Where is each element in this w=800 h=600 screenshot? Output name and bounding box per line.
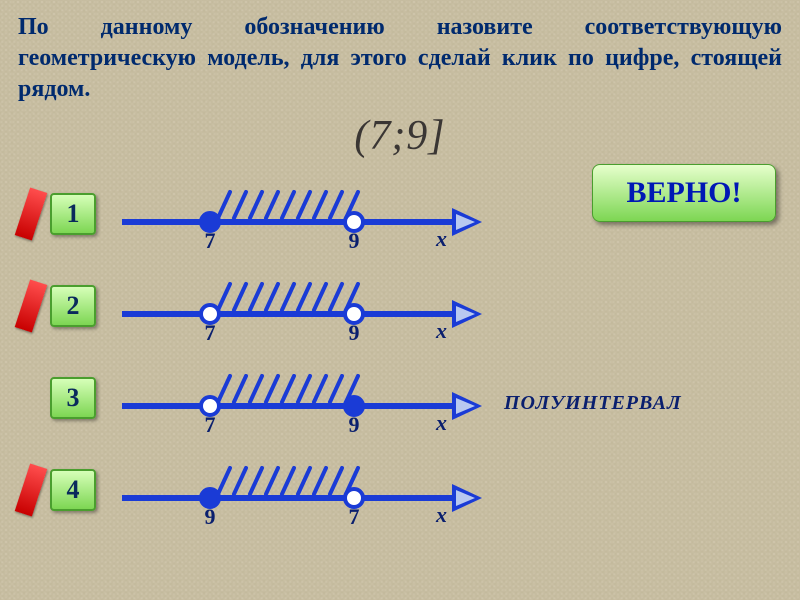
number-line: 7 9 x [122,266,482,346]
wrong-marker [15,279,48,332]
svg-text:7: 7 [349,504,360,529]
content-area: По данному обозначению назовите соответс… [0,0,800,548]
svg-text:x: x [435,502,447,527]
svg-text:x: x [435,318,447,343]
answer-row: 1 7 9 x [18,168,782,260]
answer-row: 2 7 9 x [18,260,782,352]
answer-row: 3 7 9 x [18,352,782,444]
svg-text:9: 9 [349,320,360,345]
wrong-marker [15,187,48,240]
answer-rows: 179x279xПОЛУИНТЕРВАЛ379x497x [18,168,782,536]
choice-button-1[interactable]: 1 [50,193,96,235]
interval-expression-text: (7;9] [354,113,445,159]
number-line-svg: 7 9 x [122,358,482,438]
wrong-marker [15,463,48,516]
number-line: 9 7 x [122,450,482,530]
choice-button-4[interactable]: 4 [50,469,96,511]
choice-button-2[interactable]: 2 [50,285,96,327]
number-line-svg: 7 9 x [122,266,482,346]
svg-text:9: 9 [349,228,360,253]
svg-text:x: x [435,410,447,435]
number-line: 7 9 x [122,174,482,254]
svg-text:9: 9 [205,504,216,529]
svg-text:x: x [435,226,447,251]
number-line-svg: 7 9 x [122,174,482,254]
svg-text:7: 7 [205,228,216,253]
interval-expression: (7;9] [18,112,782,160]
svg-text:7: 7 [205,412,216,437]
number-line: 7 9 x [122,358,482,438]
svg-text:7: 7 [205,320,216,345]
number-line-svg: 9 7 x [122,450,482,530]
answer-row: 4 9 7 x [18,444,782,536]
instruction-text: По данному обозначению назовите соответс… [18,12,782,106]
choice-button-3[interactable]: 3 [50,377,96,419]
svg-text:9: 9 [349,412,360,437]
